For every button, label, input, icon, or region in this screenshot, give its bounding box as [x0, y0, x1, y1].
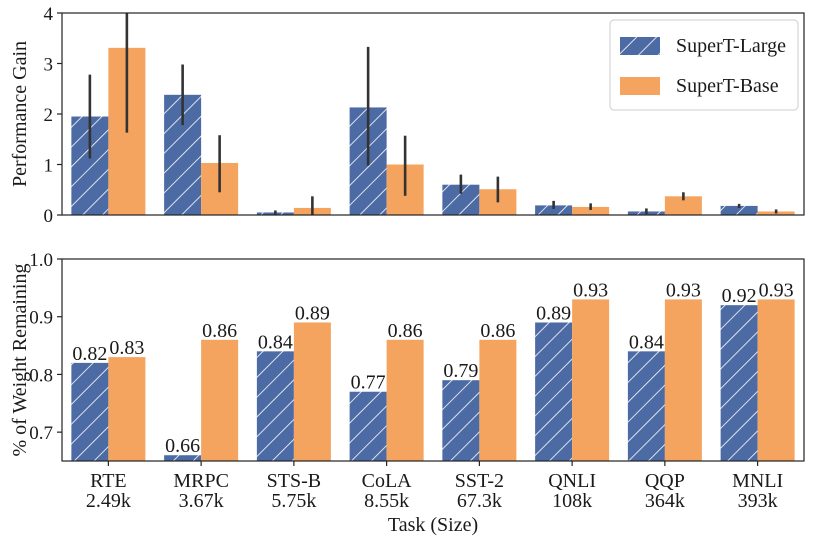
x-axis-label: Task (Size)	[388, 514, 478, 536]
x-tick-size-qnli: 108k	[552, 490, 592, 512]
bottom-value-label-large-qqp: 0.84	[629, 331, 664, 353]
bottom-value-label-base-mnli: 0.93	[759, 279, 794, 301]
top-bar-large-mnli	[720, 205, 758, 215]
bottom-data-labels: 0.820.660.840.770.790.890.840.920.830.86…	[72, 279, 793, 457]
x-tick-label-sst-2: SST-2	[455, 470, 504, 492]
bottom-value-label-large-mnli: 0.92	[722, 285, 757, 307]
bottom-y-tick-label: 0.7	[29, 423, 53, 444]
x-tick-size-rte: 2.49k	[86, 490, 131, 512]
bottom-plot-frame	[61, 258, 805, 462]
bottom-y-ticks: 0.7 0.8 0.9 1.0	[29, 250, 62, 444]
bottom-value-label-base-sst-2: 0.86	[480, 320, 515, 342]
bottom-value-label-large-qnli: 0.89	[536, 302, 571, 324]
bottom-value-label-base-qnli: 0.93	[573, 279, 608, 301]
bottom-value-label-base-sts-b: 0.89	[295, 302, 330, 324]
top-error-bars	[88, 13, 778, 215]
bottom-panel: 0.820.660.840.770.790.890.840.920.830.86…	[9, 250, 805, 536]
top-bar-base-qnli	[572, 206, 610, 215]
bottom-bar-base-qnli	[572, 299, 610, 461]
top-y-tick-label: 0	[44, 206, 54, 227]
x-tick-label-sts-b: STS-B	[267, 470, 321, 492]
top-y-tick-label: 2	[44, 105, 54, 126]
bottom-value-label-base-qqp: 0.93	[666, 279, 701, 301]
bottom-y-axis-label: % of Weight Remaining	[9, 264, 31, 457]
legend: SuperT-Large SuperT-Base	[609, 19, 799, 111]
top-y-tick-label: 1	[44, 156, 54, 177]
x-tick-size-qqp: 364k	[645, 490, 685, 512]
top-bar-base-qqp	[664, 196, 702, 215]
bottom-bar-large-qnli	[535, 322, 573, 461]
bottom-bar-large-sst-2	[442, 380, 480, 461]
bottom-y-tick-label: 1.0	[29, 250, 53, 271]
x-tick-size-mrpc: 3.67k	[179, 490, 224, 512]
top-bar-large-qnli	[535, 205, 573, 215]
bottom-value-label-base-cola: 0.86	[388, 320, 423, 342]
x-tick-size-mnli: 393k	[738, 490, 778, 512]
x-tick-size-sts-b: 5.75k	[271, 490, 316, 512]
bottom-value-label-base-mrpc: 0.86	[202, 320, 237, 342]
x-tick-label-qqp: QQP	[645, 470, 685, 492]
bottom-value-label-large-mrpc: 0.66	[165, 435, 200, 457]
bottom-bar-base-sst-2	[479, 339, 517, 461]
x-tick-label-qnli: QNLI	[548, 470, 596, 492]
top-panel: 0 1 2 3 4 Performance Gain SuperT-Large Supe…	[9, 4, 805, 227]
legend-swatch-base	[620, 77, 660, 95]
bottom-bar-large-sts-b	[256, 351, 294, 461]
x-tick-size-sst-2: 67.3k	[457, 490, 502, 512]
bottom-bar-base-qqp	[664, 299, 702, 461]
legend-swatch-large	[620, 37, 660, 55]
bottom-value-label-base-rte: 0.83	[109, 337, 144, 359]
x-tick-label-cola: CoLA	[362, 470, 413, 492]
legend-label-base: SuperT-Base	[676, 75, 779, 97]
bottom-value-label-large-cola: 0.77	[351, 372, 386, 394]
top-y-ticks: 0 1 2 3 4	[44, 4, 62, 227]
bottom-value-label-large-rte: 0.82	[72, 343, 107, 365]
x-tick-label-mnli: MNLI	[732, 470, 783, 492]
bottom-bar-large-rte	[71, 362, 109, 461]
x-tick-label-mrpc: MRPC	[173, 470, 229, 492]
legend-label-large: SuperT-Large	[676, 35, 786, 57]
bottom-y-tick-label: 0.8	[29, 365, 53, 386]
bottom-bar-large-cola	[349, 391, 387, 461]
bottom-bar-base-mrpc	[201, 339, 239, 461]
top-y-axis-label: Performance Gain	[9, 41, 31, 187]
bottom-bar-base-sts-b	[293, 322, 331, 461]
bottom-bar-base-cola	[386, 339, 424, 461]
x-tick-size-cola: 8.55k	[364, 490, 409, 512]
bottom-bar-base-rte	[108, 357, 146, 461]
bottom-bars	[71, 299, 795, 461]
bottom-bar-large-qqp	[627, 351, 665, 461]
bottom-bar-large-mnli	[720, 305, 758, 461]
bottom-value-label-large-sst-2: 0.79	[443, 360, 478, 382]
bottom-bar-large-mrpc	[164, 455, 202, 461]
top-y-tick-label: 4	[44, 4, 54, 25]
top-y-tick-label: 3	[44, 55, 54, 76]
bottom-y-tick-label: 0.9	[29, 308, 53, 329]
x-tick-label-rte: RTE	[90, 470, 127, 492]
bottom-value-label-large-sts-b: 0.84	[258, 331, 293, 353]
bottom-bar-base-mnli	[757, 299, 795, 461]
